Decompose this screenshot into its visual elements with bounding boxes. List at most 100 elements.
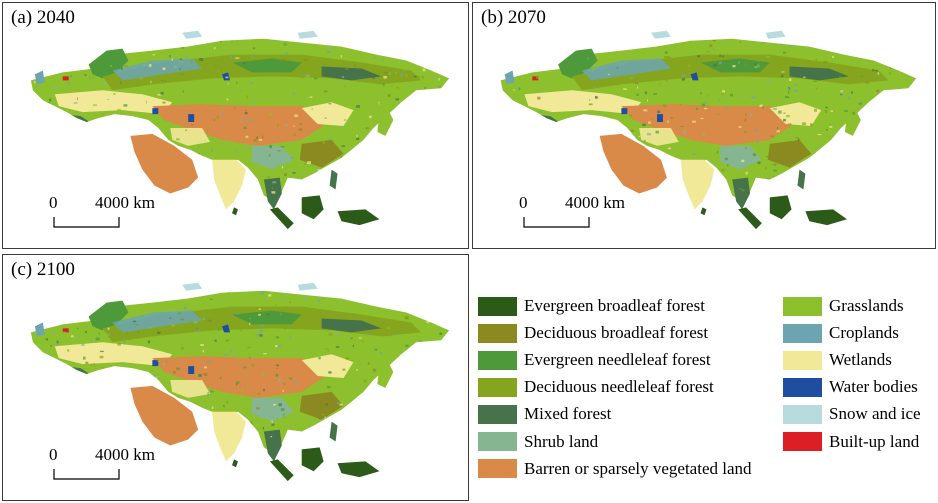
legend-swatch: [478, 404, 517, 424]
legend-label: Croplands: [829, 323, 899, 343]
land-cover-patch: [232, 310, 302, 325]
land-cover-patch: [524, 90, 642, 115]
land-area: [700, 207, 707, 216]
land-cover-patch: [188, 114, 195, 123]
land-cover-patch: [152, 108, 159, 115]
legend-item: Barren or sparsely vegetated land: [478, 458, 752, 480]
land-area: [269, 459, 294, 482]
land-cover-patch: [188, 366, 195, 375]
legend-item: Croplands: [783, 322, 899, 344]
legend-swatch: [478, 377, 517, 397]
legend-label: Deciduous needleleaf forest: [524, 377, 714, 397]
legend-label: Shrub land: [524, 431, 599, 451]
legend-label: Evergreen needleleaf forest: [524, 350, 711, 370]
land-cover-patch: [321, 318, 382, 333]
land-cover-patch: [621, 104, 800, 146]
land-area: [651, 30, 671, 39]
legend-item: Evergreen broadleaf forest: [478, 295, 705, 317]
scale-distance-label: 4000 km: [565, 193, 625, 212]
legend-swatch: [478, 350, 517, 370]
legend-swatch: [783, 377, 822, 397]
land-cover-patch: [639, 127, 679, 146]
land-area: [765, 30, 786, 39]
land-cover-patch: [152, 104, 332, 146]
scale-distance-label: 4000 km: [95, 445, 155, 464]
land-area: [769, 195, 792, 220]
land-cover-patch: [769, 102, 822, 126]
land-cover-patch: [112, 310, 203, 333]
land-area: [732, 177, 751, 210]
map-panel-2100: 0 4000 km (c) 2100: [2, 254, 469, 501]
land-area: [182, 282, 203, 291]
legend-label: Grasslands: [829, 296, 904, 315]
land-cover-patch: [170, 379, 211, 398]
scale-bar: [53, 469, 120, 480]
land-cover-patch: [690, 72, 699, 81]
land-area: [297, 282, 318, 291]
land-cover-patch: [767, 139, 812, 168]
land-area: [88, 300, 129, 331]
land-cover-patch: [621, 108, 628, 115]
legend-label: Snow and ice: [829, 404, 921, 424]
panel-title: (c) 2100: [11, 259, 75, 280]
land-area: [130, 385, 199, 446]
land-area: [738, 207, 762, 230]
legend-swatch: [478, 296, 517, 316]
land-area: [301, 447, 324, 472]
land-cover-patch: [251, 145, 294, 170]
land-cover-patch: [720, 145, 762, 170]
land-cover-legend: Evergreen broadleaf forest Deciduous broa…: [478, 292, 936, 492]
legend-item: Water bodies: [783, 376, 918, 398]
land-area: [130, 133, 199, 194]
land-area: [558, 48, 598, 79]
legend-label: Barren or sparsely vegetated land: [524, 458, 752, 478]
land-cover-patch: [222, 324, 231, 333]
land-area: [329, 421, 338, 442]
land-area: [797, 169, 806, 190]
land-area: [337, 461, 380, 478]
land-area: [232, 459, 238, 468]
land-cover-patch: [170, 127, 211, 146]
land-cover-patch: [301, 102, 354, 126]
legend-item: Built-up land: [783, 431, 919, 453]
land-area: [34, 322, 45, 337]
land-area: [377, 360, 394, 388]
land-area: [337, 209, 380, 226]
legend-item: Deciduous needleleaf forest: [478, 376, 714, 398]
legend-swatch: [783, 350, 822, 370]
scale-zero-label: 0: [49, 445, 58, 464]
land-cover-map: [500, 30, 917, 230]
land-area: [88, 48, 129, 79]
legend-swatch: [783, 296, 822, 316]
land-area: [377, 108, 394, 136]
map-panel-2040: 0 4000 km (a) 2040: [2, 2, 469, 249]
legend-swatch: [478, 323, 517, 343]
scale-bar: [523, 217, 590, 228]
legend-item: Deciduous broadleaf forest: [478, 322, 708, 344]
land-cover-patch: [112, 58, 203, 81]
legend-label: Evergreen broadleaf forest: [524, 296, 705, 315]
land-area: [232, 207, 238, 216]
land-cover-map: [30, 282, 450, 482]
legend-label: Mixed forest: [524, 404, 612, 424]
scale-zero-label: 0: [49, 193, 58, 212]
legend-swatch: [783, 432, 822, 451]
land-cover-patch: [222, 72, 231, 81]
legend-label: Built-up land: [829, 431, 920, 451]
land-cover-map: [30, 30, 450, 230]
land-area: [212, 159, 246, 210]
land-cover-patch: [152, 360, 159, 367]
land-area: [329, 169, 338, 190]
legend-item: Evergreen needleleaf forest: [478, 349, 711, 371]
land-area: [504, 70, 515, 85]
legend-swatch: [783, 323, 822, 343]
land-area: [599, 133, 667, 194]
scale-distance-label: 4000 km: [95, 193, 155, 212]
legend-item: Grasslands: [783, 295, 904, 317]
legend-swatch: [783, 404, 822, 424]
legend-label: Water bodies: [829, 377, 918, 397]
land-area: [805, 209, 847, 226]
land-area: [301, 195, 324, 220]
land-area: [269, 207, 294, 230]
legend-item: Snow and ice: [783, 403, 921, 425]
